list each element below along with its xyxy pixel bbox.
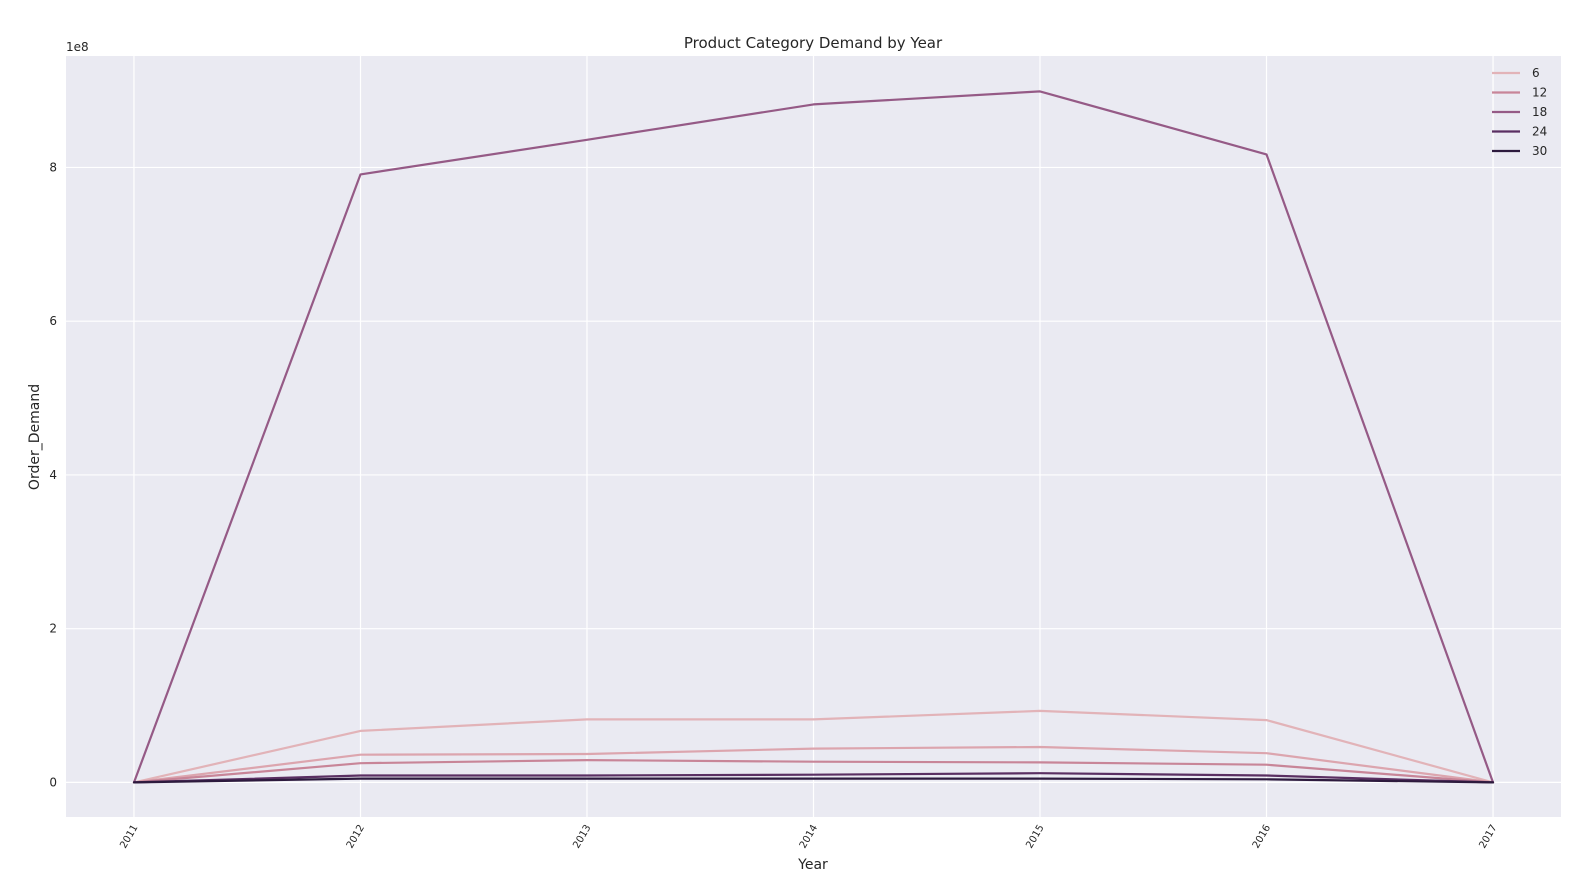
legend-label: 18	[1532, 105, 1547, 119]
x-tick-label: 2013	[571, 823, 593, 851]
y-tick-label: 2	[49, 622, 57, 636]
x-tick-label: 2017	[1477, 823, 1499, 851]
legend-label: 6	[1532, 66, 1540, 80]
y-offset-label: 1e8	[66, 40, 89, 54]
series-line	[132, 772, 1495, 784]
x-tick-label: 2014	[798, 823, 820, 851]
x-tick-label: 2015	[1024, 823, 1046, 851]
series-line	[132, 758, 1495, 784]
y-axis-label: Order_Demand	[27, 384, 43, 490]
series-group	[132, 90, 1495, 784]
legend: 6 12 18 24 30	[1492, 66, 1547, 158]
x-tick-label: 2016	[1251, 823, 1273, 851]
legend-label: 24	[1532, 125, 1547, 139]
legend-label: 12	[1532, 86, 1547, 100]
legend-label: 30	[1532, 144, 1547, 158]
series-line	[132, 709, 1495, 784]
y-tick-label: 6	[49, 314, 57, 328]
x-axis-label: Year	[797, 857, 828, 873]
y-tick-label: 4	[49, 468, 57, 482]
x-tick-label: 2011	[118, 823, 140, 851]
series-line	[132, 777, 1495, 784]
x-tick-label: 2012	[345, 823, 367, 851]
y-tick-label: 8	[49, 160, 57, 174]
chart-title: Product Category Demand by Year	[684, 34, 943, 52]
series-line	[132, 745, 1495, 784]
y-tick-labels: 0 2 4 6 8	[49, 160, 57, 789]
y-tick-label: 0	[49, 775, 57, 789]
series-line	[132, 90, 1495, 784]
x-tick-labels: 2011 2012 2013 2014 2015 2016 2017	[118, 823, 1499, 851]
grid-lines	[66, 56, 1561, 817]
